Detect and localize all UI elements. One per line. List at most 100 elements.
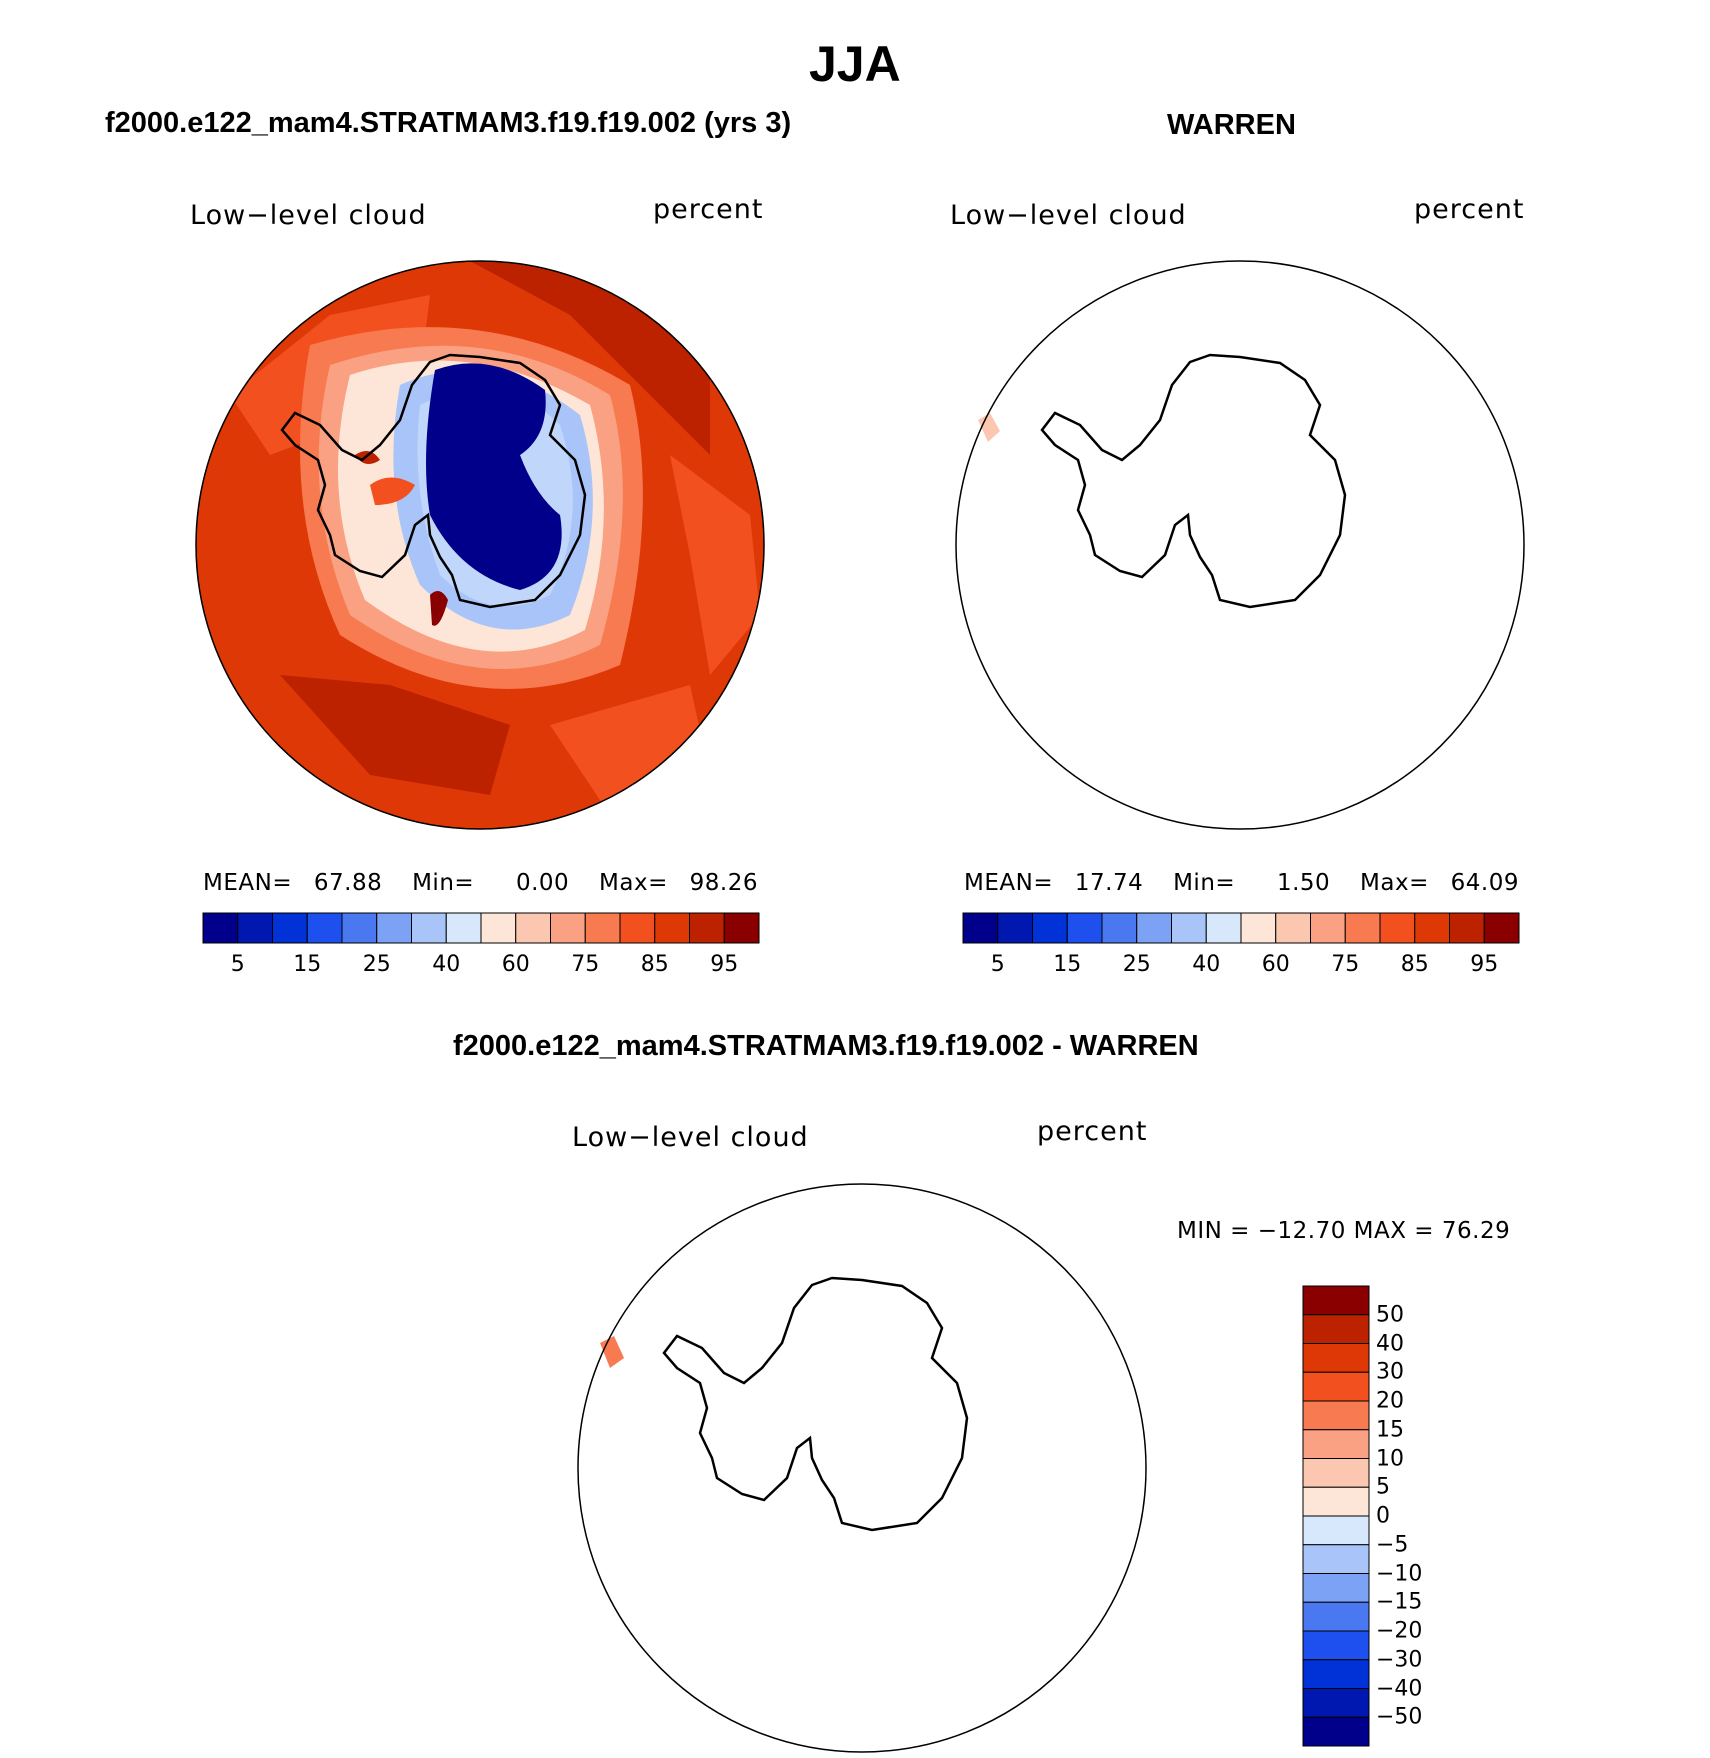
panel2-colorbar-swatch: [1379, 912, 1416, 944]
panel2-colorbar-swatch: [1344, 912, 1381, 944]
panel1-colorbar-swatch: [515, 912, 551, 944]
panel1-colorbar-tick-label: 95: [710, 952, 739, 977]
panel2-colorbar-swatch: [1310, 912, 1346, 944]
panel1-colorbar-swatch: [445, 912, 482, 944]
diff-colorbar-tick-label: 10: [1376, 1446, 1404, 1471]
panel2-colorbar-swatch: [997, 912, 1033, 944]
panel2-min-value: 1.50: [1276, 870, 1331, 896]
panel2-case-title: WARREN: [1167, 109, 1296, 141]
diff-map: [577, 1183, 1147, 1753]
diff-colorbar-tick-label: 40: [1376, 1331, 1404, 1356]
panel1-colorbar-swatch: [306, 912, 343, 944]
diff-colorbar-swatch: [1302, 1630, 1370, 1661]
panel2-colorbar-swatch: [1483, 912, 1520, 944]
panel2-stats: MEAN= 17.74 Min= 1.50 Max= 64.09: [964, 870, 1519, 896]
diff-colorbar-ticks: 50 40 30 20 15 10 5 0 −5 −10 −15 −20 −30 −40 −50: [1376, 1286, 1456, 1746]
diff-colorbar-tick-label: 5: [1376, 1474, 1390, 1500]
panel1-colorbar-swatch: [654, 912, 690, 944]
panel2-colorbar-tick-label: 25: [1122, 952, 1151, 977]
panel2-map: [955, 260, 1525, 830]
panel2-colorbar-swatch: [1032, 912, 1068, 944]
panel1-mean-value: 67.88: [313, 870, 383, 896]
diff-colorbar-swatch: [1302, 1343, 1370, 1373]
diff-case-title: f2000.e122_mam4.STRATMAM3.f19.f19.002 - …: [453, 1030, 1199, 1062]
diff-colorbar-tick-label: −30: [1376, 1647, 1423, 1673]
panel2-units-label: percent: [1414, 194, 1525, 225]
panel1-colorbar-swatch: [411, 912, 447, 944]
diff-variable-label: Low−level cloud: [572, 1122, 809, 1153]
diff-colorbar-tick-label: −10: [1376, 1561, 1423, 1586]
diff-colorbar: [1302, 1285, 1370, 1747]
panel1-colorbar-tick-label: 15: [293, 952, 322, 977]
panel2-colorbar-swatch: [1136, 912, 1172, 944]
panel1-colorbar-tick-label: 75: [571, 952, 600, 977]
panel1-colorbar-ticks: 5 15 25 40 60 75 85 95: [203, 952, 759, 982]
panel2-coastline: [1040, 353, 1347, 609]
panel2-colorbar: [962, 912, 1520, 944]
diff-colorbar-swatch: [1302, 1688, 1370, 1718]
diff-colorbar-tick-label: 20: [1376, 1388, 1404, 1414]
diff-colorbar-tick-label: −40: [1376, 1676, 1423, 1701]
panel1-variable-label: Low−level cloud: [190, 200, 427, 231]
panel2-colorbar-tick-label: 85: [1400, 952, 1429, 977]
diff-colorbar-swatch: [1302, 1429, 1370, 1459]
panel2-colorbar-tick-label: 75: [1331, 952, 1360, 977]
panel1-colorbar-swatch: [689, 912, 725, 944]
figure-title: JJA: [809, 36, 901, 92]
panel1-colorbar-tick-label: 5: [230, 952, 245, 977]
panel1-mean-label: MEAN=: [203, 870, 293, 896]
panel2-colorbar-swatch: [1066, 912, 1103, 944]
panel2-colorbar-swatch: [1275, 912, 1311, 944]
diff-colorbar-swatch: [1302, 1601, 1370, 1632]
diff-colorbar-tick-label: 0: [1376, 1503, 1390, 1529]
panel2-colorbar-tick-label: 5: [990, 952, 1005, 977]
panel1-colorbar-swatch: [584, 912, 621, 944]
diff-colorbar-swatch: [1302, 1573, 1370, 1603]
panel2-colorbar-tick-label: 60: [1261, 952, 1290, 977]
panel1-coastline: [280, 353, 587, 609]
diff-coastline: [662, 1276, 969, 1532]
diff-colorbar-swatch: [1302, 1716, 1370, 1747]
diff-colorbar-tick-label: −15: [1376, 1589, 1423, 1615]
panel1-colorbar-swatch: [272, 912, 308, 944]
panel1-colorbar-swatch: [723, 912, 760, 944]
diff-colorbar-tick-label: 15: [1376, 1417, 1404, 1443]
diff-units-label: percent: [1037, 1116, 1148, 1147]
panel1-case-title: f2000.e122_mam4.STRATMAM3.f19.f19.002 (y…: [105, 107, 792, 139]
diff-colorbar-swatch: [1302, 1285, 1370, 1316]
diff-data-patch: [600, 1336, 624, 1368]
panel1-colorbar-swatch: [550, 912, 586, 944]
panel1-contour-fill: [196, 261, 764, 829]
panel2-min-label: Min=: [1173, 870, 1236, 896]
panel2-variable-label: Low−level cloud: [950, 200, 1187, 231]
panel1-colorbar-swatch: [202, 912, 239, 944]
diff-colorbar-tick-label: −20: [1376, 1618, 1423, 1644]
diff-colorbar-swatch: [1302, 1544, 1370, 1574]
diff-colorbar-tick-label: −5: [1376, 1532, 1409, 1558]
panel2-colorbar-swatch: [962, 912, 999, 944]
diff-minmax: MIN = −12.70 MAX = 76.29: [1177, 1218, 1511, 1244]
diff-colorbar-swatch: [1302, 1400, 1370, 1431]
diff-colorbar-swatch: [1302, 1659, 1370, 1689]
panel2-colorbar-ticks: 5 15 25 40 60 75 85 95: [963, 952, 1519, 982]
panel2-max-value: 64.09: [1450, 870, 1520, 896]
panel2-data-patch: [978, 413, 1000, 442]
panel2-mean-value: 17.74: [1074, 870, 1144, 896]
panel2-max-label: Max=: [1360, 870, 1429, 896]
diff-colorbar-swatch: [1302, 1515, 1370, 1546]
diff-colorbar-swatch: [1302, 1458, 1370, 1488]
panel2-colorbar-swatch: [1414, 912, 1450, 944]
diff-colorbar-tick-label: 50: [1376, 1302, 1404, 1328]
panel1-max-value: 98.26: [689, 870, 759, 896]
panel2-colorbar-tick-label: 40: [1192, 952, 1221, 977]
panel2-colorbar-tick-label: 95: [1470, 952, 1499, 977]
panel1-colorbar-tick-label: 25: [362, 952, 391, 977]
panel1-colorbar: [202, 912, 760, 944]
panel1-colorbar-tick-label: 60: [501, 952, 530, 977]
panel2-colorbar-tick-label: 15: [1053, 952, 1082, 977]
panel1-min-value: 0.00: [515, 870, 570, 896]
diff-colorbar-tick-label: −50: [1376, 1704, 1423, 1730]
panel2-colorbar-swatch: [1205, 912, 1242, 944]
panel1-max-label: Max=: [599, 870, 668, 896]
panel1-colorbar-swatch: [376, 912, 412, 944]
